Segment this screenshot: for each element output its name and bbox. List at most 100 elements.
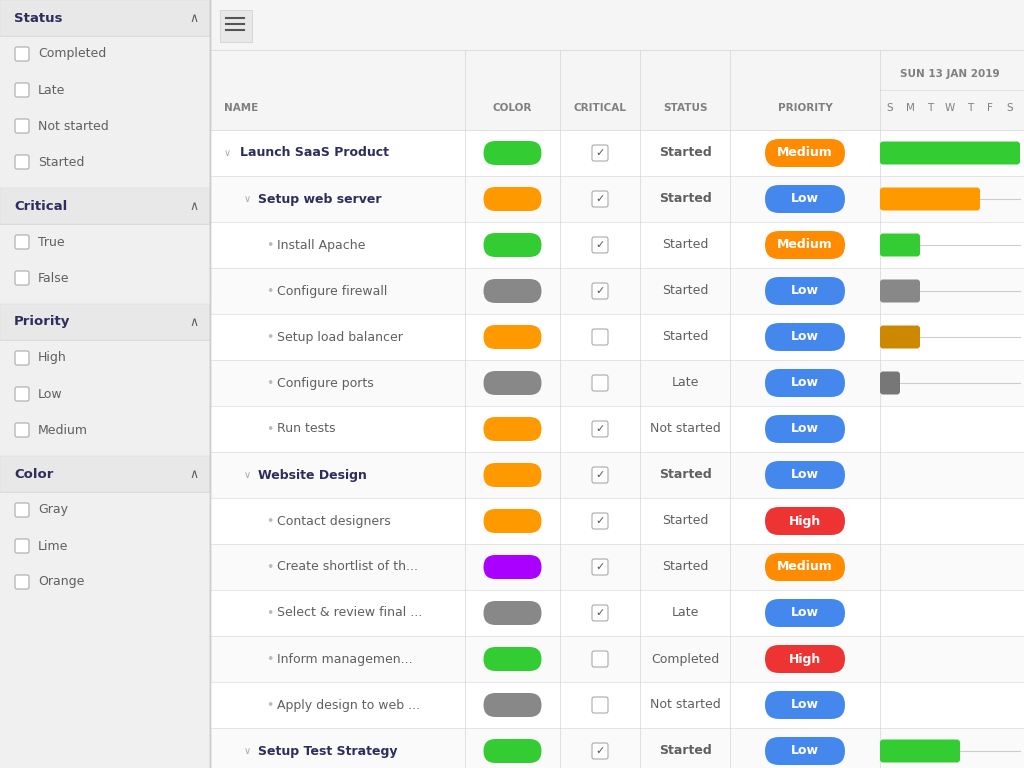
- FancyBboxPatch shape: [483, 279, 542, 303]
- FancyBboxPatch shape: [483, 555, 542, 579]
- FancyBboxPatch shape: [592, 743, 608, 759]
- Text: ✓: ✓: [595, 608, 605, 618]
- FancyBboxPatch shape: [592, 191, 608, 207]
- Text: COLOR: COLOR: [493, 103, 532, 113]
- Text: Completed: Completed: [38, 48, 106, 61]
- FancyBboxPatch shape: [765, 323, 845, 351]
- Text: S: S: [1007, 103, 1014, 113]
- FancyBboxPatch shape: [483, 601, 542, 625]
- Bar: [210, 636, 1024, 682]
- Text: Started: Started: [658, 193, 712, 206]
- FancyBboxPatch shape: [483, 463, 542, 487]
- Text: Apply design to web ...: Apply design to web ...: [278, 699, 420, 711]
- Text: Critical: Critical: [14, 200, 68, 213]
- FancyBboxPatch shape: [592, 697, 608, 713]
- FancyBboxPatch shape: [592, 559, 608, 575]
- Text: Medium: Medium: [777, 147, 833, 160]
- FancyBboxPatch shape: [15, 575, 29, 589]
- FancyBboxPatch shape: [592, 421, 608, 437]
- Bar: [210, 50, 1024, 130]
- Text: ✓: ✓: [595, 424, 605, 434]
- Text: Late: Late: [672, 607, 698, 620]
- Text: •: •: [266, 284, 273, 297]
- FancyBboxPatch shape: [765, 231, 845, 259]
- Text: Lime: Lime: [38, 539, 69, 552]
- Bar: [210, 0, 1024, 768]
- Text: T: T: [967, 103, 973, 113]
- Text: Not started: Not started: [649, 422, 720, 435]
- FancyBboxPatch shape: [765, 737, 845, 765]
- Text: Low: Low: [791, 284, 819, 297]
- Text: ✓: ✓: [595, 194, 605, 204]
- Text: Orange: Orange: [38, 575, 84, 588]
- Text: ✓: ✓: [595, 148, 605, 158]
- Text: ∨: ∨: [244, 194, 251, 204]
- Bar: [210, 222, 1024, 268]
- Text: Configure ports: Configure ports: [278, 376, 374, 389]
- Bar: [210, 682, 1024, 728]
- FancyBboxPatch shape: [592, 651, 608, 667]
- FancyBboxPatch shape: [880, 141, 1020, 164]
- Text: STATUS: STATUS: [663, 103, 708, 113]
- Text: Medium: Medium: [777, 239, 833, 251]
- FancyBboxPatch shape: [592, 513, 608, 529]
- Bar: [210, 176, 1024, 222]
- FancyBboxPatch shape: [483, 371, 542, 395]
- Text: Setup Test Strategy: Setup Test Strategy: [258, 744, 397, 757]
- Text: Not started: Not started: [38, 120, 109, 133]
- Text: PRIORITY: PRIORITY: [777, 103, 833, 113]
- Text: ✓: ✓: [595, 240, 605, 250]
- Text: Setup web server: Setup web server: [258, 193, 382, 206]
- FancyBboxPatch shape: [15, 503, 29, 517]
- Text: •: •: [266, 330, 273, 343]
- Bar: [210, 544, 1024, 590]
- Text: Low: Low: [791, 193, 819, 206]
- FancyBboxPatch shape: [483, 417, 542, 441]
- Text: Website Design: Website Design: [258, 468, 367, 482]
- Bar: [210, 314, 1024, 360]
- FancyBboxPatch shape: [483, 233, 542, 257]
- Text: Started: Started: [658, 468, 712, 482]
- FancyBboxPatch shape: [483, 325, 542, 349]
- Text: Late: Late: [672, 376, 698, 389]
- FancyBboxPatch shape: [15, 387, 29, 401]
- Text: Started: Started: [662, 239, 709, 251]
- Text: NAME: NAME: [224, 103, 258, 113]
- Text: Low: Low: [791, 699, 819, 711]
- Text: Started: Started: [658, 147, 712, 160]
- Text: SUN 13 JAN 2019: SUN 13 JAN 2019: [900, 69, 999, 79]
- Bar: [210, 268, 1024, 314]
- FancyBboxPatch shape: [880, 326, 920, 349]
- FancyBboxPatch shape: [765, 415, 845, 443]
- Text: W: W: [945, 103, 955, 113]
- Bar: [210, 130, 1024, 176]
- Bar: [210, 498, 1024, 544]
- Text: ∨: ∨: [244, 470, 251, 480]
- FancyBboxPatch shape: [765, 277, 845, 305]
- FancyBboxPatch shape: [483, 141, 542, 165]
- Text: Gray: Gray: [38, 504, 68, 517]
- Text: ✓: ✓: [595, 286, 605, 296]
- Text: ∧: ∧: [189, 316, 199, 329]
- FancyBboxPatch shape: [765, 691, 845, 719]
- FancyBboxPatch shape: [483, 509, 542, 533]
- FancyBboxPatch shape: [880, 187, 980, 210]
- FancyBboxPatch shape: [483, 647, 542, 671]
- Bar: [0, 456, 210, 492]
- FancyBboxPatch shape: [880, 280, 920, 303]
- Text: Status: Status: [14, 12, 62, 25]
- Text: S: S: [887, 103, 893, 113]
- FancyBboxPatch shape: [15, 539, 29, 553]
- FancyBboxPatch shape: [765, 139, 845, 167]
- Text: M: M: [905, 103, 914, 113]
- FancyBboxPatch shape: [15, 351, 29, 365]
- Text: Started: Started: [662, 561, 709, 574]
- FancyBboxPatch shape: [592, 237, 608, 253]
- Text: Started: Started: [658, 744, 712, 757]
- FancyBboxPatch shape: [15, 119, 29, 133]
- Bar: [210, 452, 1024, 498]
- Text: Create shortlist of th...: Create shortlist of th...: [278, 561, 418, 574]
- Text: Run tests: Run tests: [278, 422, 336, 435]
- Text: Low: Low: [791, 376, 819, 389]
- FancyBboxPatch shape: [15, 83, 29, 97]
